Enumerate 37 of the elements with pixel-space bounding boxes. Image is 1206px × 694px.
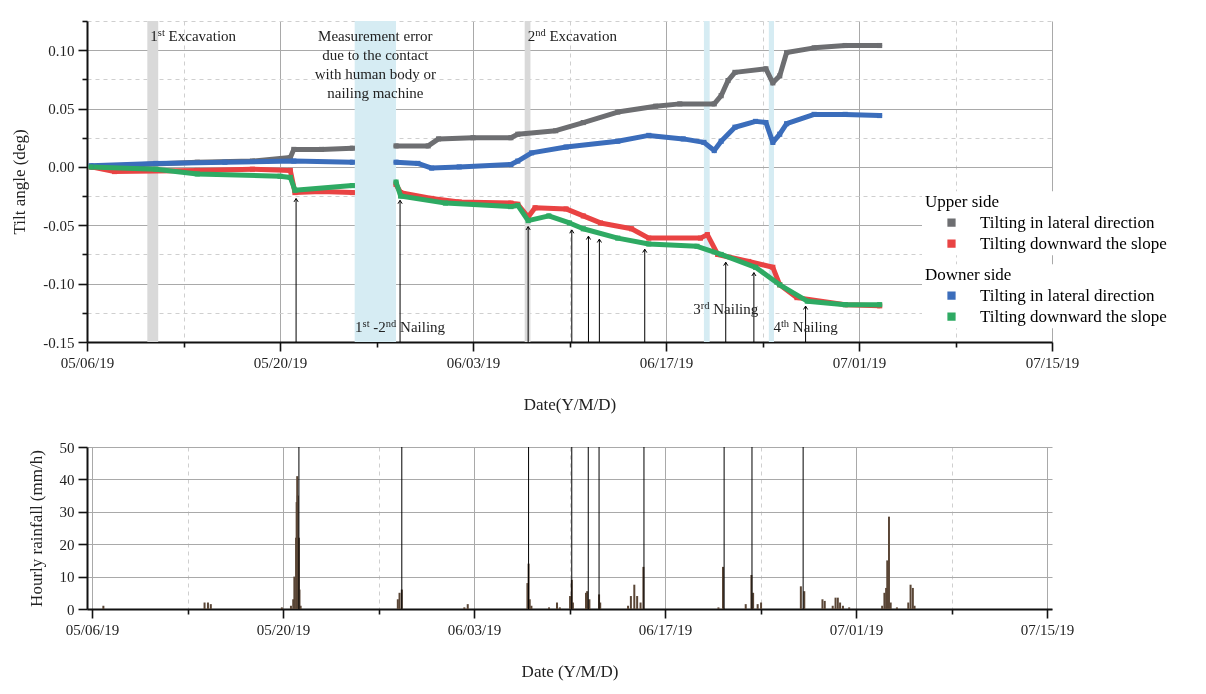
x-axis-title: Date(Y/M/D) [523,394,617,414]
y-axis-title: Hourly rainfall (mm/h) [26,450,46,607]
band-label: Measurement error due to the contact with human body or nailing machine [314,28,436,101]
x-tick-label: 06/17/19 [639,354,694,371]
x-tick-label: 05/06/19 [65,621,120,638]
y-tick-label: -0.10 [43,276,75,293]
legend-label: Tilting in lateral direction [980,285,1156,305]
legend-label: Tilting downward the slope [980,233,1167,253]
legend-label: Tilting in lateral direction [980,212,1156,232]
x-tick-label: 07/01/19 [829,621,884,638]
y-axis-title: Tilt angle (deg) [10,129,30,235]
y-tick-label: -0.15 [43,334,75,351]
text: Downer side [925,265,1012,285]
y-tick-label: 0.00 [48,159,75,176]
text: Upper side [925,192,1000,212]
x-axis-title: Date (Y/M/D) [521,661,619,681]
x-tick-label: 06/03/19 [447,621,502,638]
y-tick-label: 10 [59,569,75,586]
x-tick-label: 07/15/19 [1025,354,1080,371]
y-tick-label: 30 [59,504,75,521]
x-tick-label: 07/15/19 [1020,621,1075,638]
x-tick-label: 06/17/19 [638,621,693,638]
band-label: 1$^{st}$ Excavation [150,26,237,44]
y-tick-label: 20 [59,536,75,553]
y-tick-label: -0.05 [43,217,75,234]
y-tick-label: 0.05 [48,101,75,118]
y-tick-label: 0 [67,601,75,618]
y-tick-label: 0.10 [48,42,75,59]
y-tick-label: 50 [59,439,75,456]
x-tick-label: 05/06/19 [60,354,115,371]
band-label: 2$^{nd}$ Excavation [527,26,618,44]
x-tick-label: 05/20/19 [253,354,308,371]
x-tick-label: 05/20/19 [256,621,311,638]
y-tick-label: 40 [59,471,75,488]
x-tick-label: 06/03/19 [446,354,501,371]
legend-label: Tilting downward the slope [980,306,1167,326]
x-tick-label: 07/01/19 [832,354,887,371]
